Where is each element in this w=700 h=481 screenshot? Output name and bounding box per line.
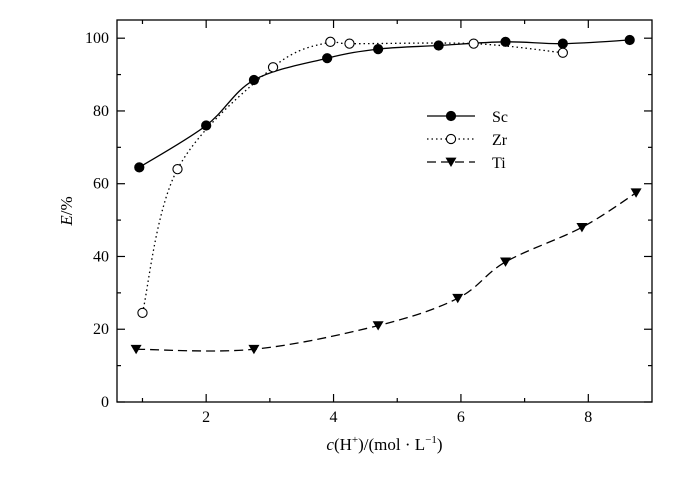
data-point-zr (172, 164, 183, 175)
x-tick-label: 4 (330, 409, 338, 426)
y-tick-label: 80 (93, 103, 109, 120)
legend-label-zr: Zr (492, 132, 508, 149)
data-point-sc (557, 38, 568, 49)
data-point-sc (500, 36, 511, 47)
legend-marker-ti (445, 157, 457, 167)
data-point-zr (468, 38, 479, 49)
data-point-sc (201, 120, 212, 131)
data-point-sc (134, 162, 145, 173)
y-tick-label: 60 (93, 176, 109, 193)
y-tick-label: 40 (93, 248, 109, 265)
data-point-zr (267, 62, 279, 73)
x-tick-label: 6 (457, 409, 465, 426)
data-point-zr (344, 38, 355, 49)
series-line-sc (138, 39, 630, 168)
series-layer (130, 34, 642, 355)
data-point-sc (373, 44, 384, 55)
legend-marker-sc (445, 110, 457, 122)
data-point-zr (557, 47, 568, 58)
legend-label-ti: Ti (492, 155, 506, 172)
y-tick-label: 0 (101, 394, 109, 411)
data-point-zr (325, 36, 336, 47)
data-point-sc (624, 34, 635, 46)
data-point-sc (322, 53, 333, 64)
series-line-ti (136, 192, 637, 352)
data-point-ti (248, 344, 260, 355)
legend: Sc Zr Ti (427, 109, 508, 172)
y-tick-label: 100 (85, 30, 109, 47)
data-point-sc (248, 74, 260, 86)
y-tick-label: 20 (93, 321, 109, 338)
data-point-ti (372, 321, 384, 331)
legend-label-sc: Sc (492, 109, 508, 126)
y-axis-ticks: 0 20 40 60 80 100 (85, 30, 652, 411)
y-axis-label: E/% (57, 196, 76, 226)
data-point-ti (500, 257, 512, 267)
data-point-ti (576, 222, 588, 233)
data-point-zr (137, 307, 148, 319)
data-point-ti (452, 293, 464, 304)
x-tick-label: 2 (202, 409, 210, 426)
x-axis-ticks: 2 4 6 8 (141, 20, 592, 426)
series-line-zr (141, 39, 563, 314)
data-point-sc (433, 40, 444, 51)
x-axis-label: c(H+)/(mol · L−1) (326, 434, 442, 454)
data-point-ti (130, 344, 142, 355)
legend-marker-zr (445, 133, 457, 145)
plot-frame (116, 19, 653, 403)
data-point-ti (630, 188, 642, 198)
x-tick-label: 8 (584, 409, 592, 426)
